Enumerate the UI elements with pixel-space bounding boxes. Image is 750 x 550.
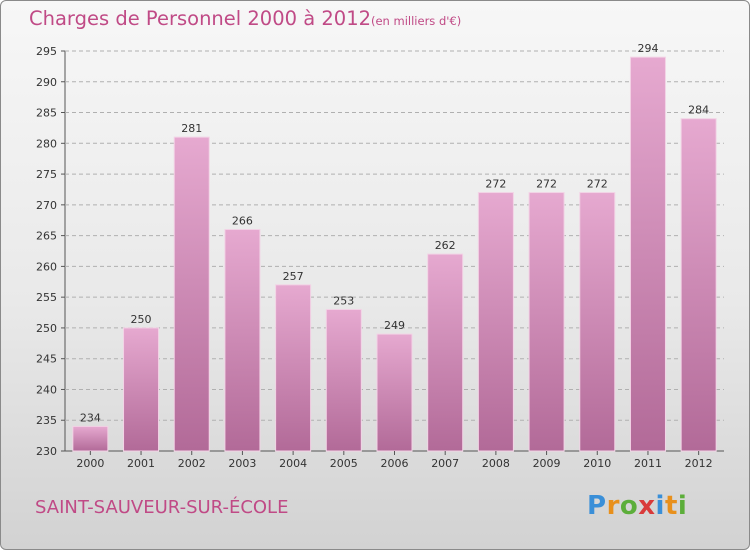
bar-2006 — [376, 333, 413, 452]
x-tick-label: 2007 — [431, 457, 459, 470]
x-tick-label: 2001 — [127, 457, 155, 470]
x-tick-label: 2002 — [178, 457, 206, 470]
x-tick-label: 2012 — [685, 457, 713, 470]
x-tick-label: 2010 — [583, 457, 611, 470]
data-label-2011: 294 — [637, 42, 658, 55]
y-tick-label: 270 — [36, 199, 57, 212]
y-tick-label: 240 — [36, 383, 57, 396]
bar-2010 — [579, 192, 616, 452]
data-label-2001: 250 — [131, 313, 152, 326]
data-label-2004: 257 — [283, 270, 304, 283]
bar-2004 — [275, 284, 312, 452]
y-tick-label: 275 — [36, 168, 57, 181]
data-labels: 234 250 281 266 257 253 249 262 272 272 272 294 284 — [80, 42, 709, 424]
bar-2003 — [224, 228, 261, 452]
bar-2012 — [680, 118, 717, 452]
y-tick-label: 295 — [36, 45, 57, 58]
bar-2001 — [123, 327, 160, 452]
bars-layer — [72, 56, 717, 452]
bar-2000 — [72, 425, 109, 452]
x-tick-label: 2009 — [533, 457, 561, 470]
chart-unit: (en milliers d'€) — [371, 14, 462, 28]
x-tick-label: 2004 — [279, 457, 307, 470]
y-tick-label: 235 — [36, 414, 57, 427]
y-tick-label: 230 — [36, 445, 57, 458]
commune-name: SAINT-SAUVEUR-SUR-ÉCOLE — [35, 497, 289, 518]
y-tick-label: 280 — [36, 137, 57, 150]
data-label-2008: 272 — [485, 178, 506, 191]
x-tick-label: 2006 — [381, 457, 409, 470]
data-label-2010: 272 — [587, 178, 608, 191]
data-label-2009: 272 — [536, 178, 557, 191]
x-tick-label: 2000 — [76, 457, 104, 470]
bar-2008 — [477, 192, 514, 452]
data-label-2002: 281 — [181, 122, 202, 135]
bar-2007 — [427, 253, 464, 452]
y-axis-labels: 230 235 240 245 250 255 260 265 270 275 280 285 290 2… — [36, 45, 57, 458]
data-label-2007: 262 — [435, 239, 456, 252]
y-tick-label: 290 — [36, 76, 57, 89]
bar-2011 — [629, 56, 666, 452]
y-tick-label: 250 — [36, 322, 57, 335]
y-tick-label: 265 — [36, 230, 57, 243]
x-axis-labels: 2000 2001 2002 2003 2004 2005 2006 2007 2008 2009… — [76, 451, 713, 470]
x-tick-label: 2003 — [228, 457, 256, 470]
data-label-2005: 253 — [333, 294, 354, 307]
y-tick-label: 260 — [36, 260, 57, 273]
x-tick-label: 2008 — [482, 457, 510, 470]
proxiti-logo: Proxiti — [587, 491, 688, 521]
data-label-2000: 234 — [80, 411, 101, 424]
data-label-2003: 266 — [232, 214, 253, 227]
chart-title: Charges de Personnel 2000 à 2012 — [29, 7, 372, 30]
bar-2002 — [173, 136, 210, 452]
y-tick-label: 285 — [36, 107, 57, 120]
x-tick-label: 2011 — [634, 457, 662, 470]
data-label-2012: 284 — [688, 104, 709, 117]
x-tick-label: 2005 — [330, 457, 358, 470]
y-tick-label: 255 — [36, 291, 57, 304]
y-tick-label: 245 — [36, 353, 57, 366]
bar-2005 — [325, 308, 362, 452]
data-label-2006: 249 — [384, 319, 405, 332]
bar-2009 — [528, 192, 565, 452]
